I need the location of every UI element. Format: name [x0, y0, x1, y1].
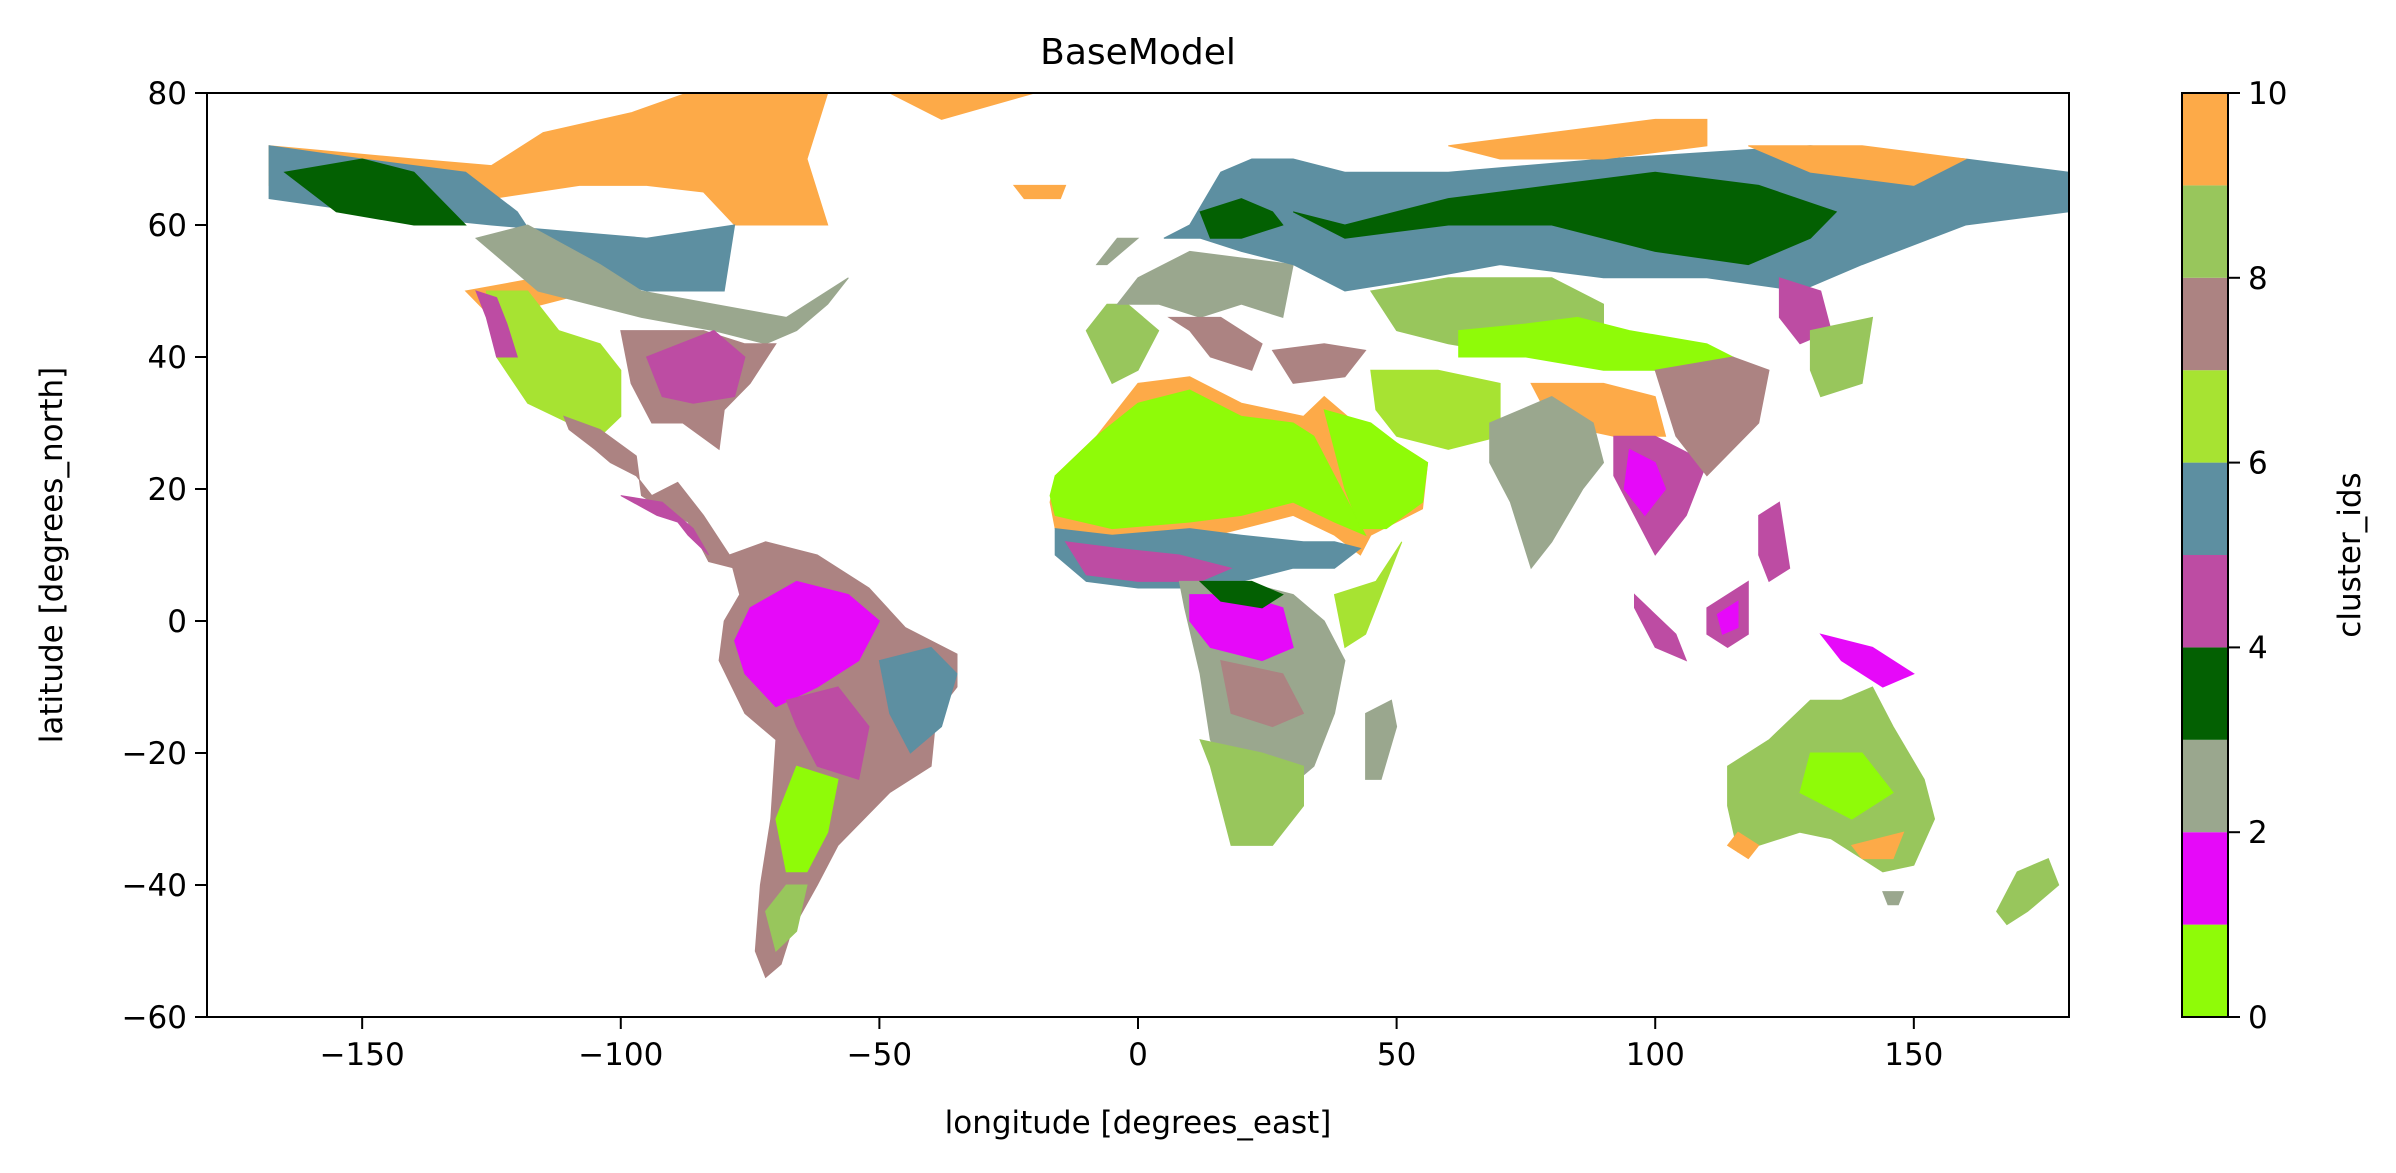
cluster-region-7	[1654, 356, 1770, 477]
colorbar-tick-label: 0	[2248, 1000, 2268, 1036]
cluster-region-8	[1199, 739, 1304, 846]
cluster-region-2	[1882, 891, 1905, 906]
cluster-region-9	[1748, 145, 1968, 186]
cluster-region-3	[1292, 171, 1838, 266]
cluster-region-4	[1634, 593, 1688, 662]
colorbar-segment-7	[2182, 277, 2228, 371]
colorbar-tick-label: 6	[2248, 446, 2268, 482]
colorbar-ticks: 0 2 4 6 8 10	[2228, 76, 2287, 1036]
cluster-region-9	[1448, 118, 1708, 160]
cluster-region-9	[888, 93, 1035, 120]
colorbar-segment-6	[2182, 370, 2228, 463]
colorbar-tick-label: 8	[2248, 261, 2268, 297]
cluster-region-2	[474, 224, 849, 345]
cluster-region-8	[1085, 303, 1160, 385]
colorbar-frame	[2181, 92, 2229, 1018]
cluster-region-7	[1271, 343, 1367, 384]
x-tick-label: 50	[1377, 1037, 1416, 1073]
cluster-region-6	[1333, 541, 1403, 649]
x-tick-label: 0	[1128, 1037, 1148, 1073]
colorbar-segment-3	[2182, 647, 2228, 740]
cluster-region-4	[1064, 541, 1233, 582]
cluster-region-5	[878, 646, 958, 754]
y-axis-ticks: −60 −40 −20 0 20 40 60 80	[122, 76, 207, 1036]
colorbar-segment-0	[2182, 924, 2228, 1017]
cluster-region-4	[620, 495, 710, 556]
x-tick-label: −50	[847, 1037, 912, 1073]
y-tick-label: 0	[167, 604, 187, 640]
cluster-region-2	[1095, 237, 1140, 266]
cluster-region-2	[1116, 250, 1294, 319]
x-tick-label: −150	[320, 1037, 405, 1073]
y-tick-label: 40	[148, 340, 187, 376]
cluster-region-7	[1220, 659, 1305, 728]
cluster-region-0	[775, 765, 839, 873]
cluster-region-8	[1809, 316, 1874, 398]
x-axis-label: longitude [degrees_east]	[945, 1105, 1332, 1141]
cluster-region-4	[645, 330, 746, 404]
cluster-region-6	[1370, 369, 1501, 450]
x-tick-label: 100	[1626, 1037, 1685, 1073]
cluster-region-7	[1167, 316, 1263, 371]
cluster-region-4	[475, 290, 518, 358]
colorbar-segment-2	[2182, 739, 2228, 833]
cluster-region-3	[1198, 580, 1284, 609]
chart-title: BaseModel	[1040, 32, 1236, 73]
x-tick-label: −100	[578, 1037, 663, 1073]
cluster-region-9	[1726, 831, 1760, 860]
y-tick-label: −60	[122, 1000, 187, 1036]
y-tick-label: −40	[122, 868, 187, 904]
colorbar-segment-1	[2182, 832, 2228, 925]
cluster-region-1	[1819, 633, 1915, 688]
y-axis-label: latitude [degrees_north]	[34, 367, 70, 743]
cluster-regions	[268, 93, 2069, 979]
cluster-region-3	[283, 158, 467, 226]
colorbar-label: cluster_ids	[2332, 472, 2368, 637]
cluster-region-1	[1716, 600, 1739, 635]
cluster-region-8	[1996, 857, 2060, 926]
cluster-region-9	[1012, 184, 1067, 200]
cluster-region-1	[734, 580, 881, 708]
colorbar-segment-5	[2182, 462, 2228, 555]
y-tick-label: 20	[148, 472, 187, 508]
cluster-region-9	[1850, 831, 1905, 860]
cluster-region-1	[1623, 448, 1667, 517]
cluster-region-0	[1323, 409, 1429, 530]
y-tick-label: 80	[148, 76, 187, 112]
cluster-region-0	[1799, 752, 1894, 820]
cluster-region-2	[1489, 396, 1605, 570]
colorbar-tick-label: 4	[2248, 630, 2268, 666]
cluster-region-2	[1365, 699, 1398, 780]
x-tick-label: 150	[1884, 1037, 1943, 1073]
y-tick-label: −20	[122, 736, 187, 772]
y-tick-label: 60	[148, 208, 187, 244]
colorbar-segment-8	[2182, 185, 2228, 278]
cluster-region-4	[785, 686, 870, 781]
colorbar	[2182, 93, 2228, 1017]
colorbar-segment-4	[2182, 555, 2228, 648]
cluster-region-6	[485, 290, 622, 437]
colorbar-segment-9	[2182, 93, 2228, 186]
cluster-region-4	[1758, 501, 1791, 583]
cluster-region-8	[765, 884, 808, 952]
x-axis-ticks: −150 −100 −50 0 50 100 150	[320, 1017, 1943, 1073]
colorbar-tick-label: 10	[2248, 76, 2287, 112]
map-area	[207, 93, 2069, 1017]
cluster-region-3	[1199, 198, 1284, 239]
colorbar-tick-label: 2	[2248, 815, 2268, 851]
